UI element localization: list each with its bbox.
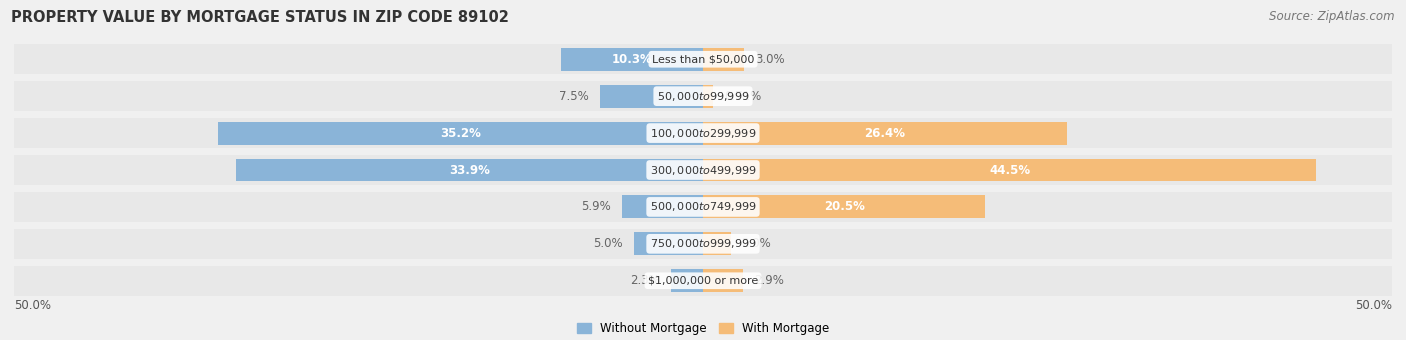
Bar — [703, 85, 713, 108]
Text: 2.9%: 2.9% — [754, 274, 785, 287]
Bar — [703, 122, 1067, 144]
Bar — [14, 266, 1392, 296]
Text: $750,000 to $999,999: $750,000 to $999,999 — [650, 237, 756, 250]
Text: $500,000 to $749,999: $500,000 to $749,999 — [650, 200, 756, 214]
Bar — [634, 232, 703, 255]
Text: PROPERTY VALUE BY MORTGAGE STATUS IN ZIP CODE 89102: PROPERTY VALUE BY MORTGAGE STATUS IN ZIP… — [11, 10, 509, 25]
Bar — [703, 269, 742, 292]
Text: Source: ZipAtlas.com: Source: ZipAtlas.com — [1270, 10, 1395, 23]
Text: 3.0%: 3.0% — [755, 53, 785, 66]
Text: $300,000 to $499,999: $300,000 to $499,999 — [650, 164, 756, 176]
Text: 33.9%: 33.9% — [449, 164, 489, 176]
Text: 50.0%: 50.0% — [1355, 299, 1392, 312]
Text: 35.2%: 35.2% — [440, 126, 481, 140]
Bar — [703, 232, 731, 255]
Text: Less than $50,000: Less than $50,000 — [652, 54, 754, 64]
Legend: Without Mortgage, With Mortgage: Without Mortgage, With Mortgage — [572, 317, 834, 340]
Text: 10.3%: 10.3% — [612, 53, 652, 66]
Text: 5.9%: 5.9% — [581, 200, 610, 214]
Text: 50.0%: 50.0% — [14, 299, 51, 312]
Text: $100,000 to $299,999: $100,000 to $299,999 — [650, 126, 756, 140]
Bar — [14, 229, 1392, 259]
Bar — [599, 85, 703, 108]
Text: $50,000 to $99,999: $50,000 to $99,999 — [657, 90, 749, 103]
Bar — [14, 81, 1392, 111]
Text: 7.5%: 7.5% — [560, 90, 589, 103]
Bar — [561, 48, 703, 71]
Bar — [14, 118, 1392, 148]
Text: 20.5%: 20.5% — [824, 200, 865, 214]
Bar — [703, 158, 1316, 182]
Text: $1,000,000 or more: $1,000,000 or more — [648, 276, 758, 286]
Bar — [218, 122, 703, 144]
Text: 0.71%: 0.71% — [724, 90, 761, 103]
Bar — [671, 269, 703, 292]
Bar — [703, 48, 744, 71]
Text: 2.3%: 2.3% — [630, 274, 661, 287]
Text: 5.0%: 5.0% — [593, 237, 623, 250]
Bar — [621, 195, 703, 218]
Bar — [14, 44, 1392, 74]
Text: 2.0%: 2.0% — [741, 237, 772, 250]
Bar — [703, 195, 986, 218]
Bar — [236, 158, 703, 182]
Bar — [14, 192, 1392, 222]
Text: 44.5%: 44.5% — [988, 164, 1031, 176]
Bar — [14, 155, 1392, 185]
Text: 26.4%: 26.4% — [865, 126, 905, 140]
